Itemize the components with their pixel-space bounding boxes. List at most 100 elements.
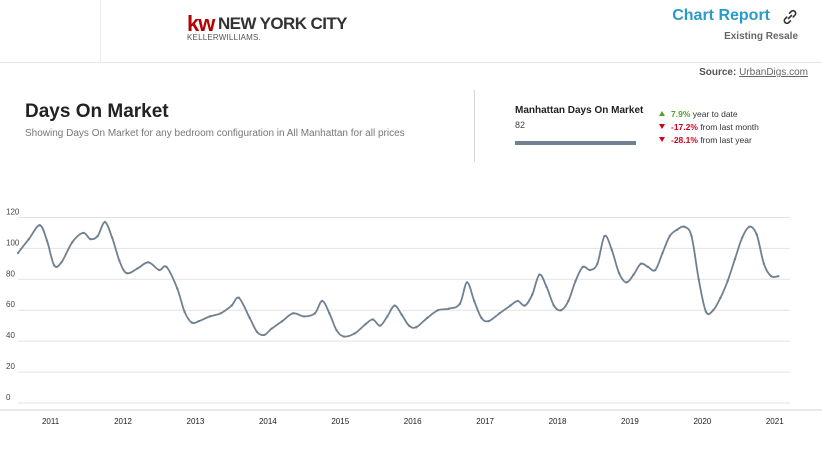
data-point: [668, 234, 671, 238]
source-label: Source:: [699, 67, 737, 78]
data-point: [654, 268, 657, 272]
y-tick-label: 100: [6, 238, 20, 247]
x-tick-label: 2014: [259, 417, 277, 426]
data-point: [255, 330, 259, 334]
data-point: [147, 261, 150, 264]
data-point: [719, 296, 722, 300]
data-point: [733, 258, 737, 261]
data-point: [596, 262, 599, 266]
y-tick-label: 120: [6, 207, 20, 216]
data-point: [683, 225, 686, 228]
data-point: [523, 304, 527, 307]
data-point: [559, 309, 563, 312]
link-icon[interactable]: [782, 9, 798, 25]
data-point: [697, 278, 700, 281]
kw-logo: kw NEW YORK CITY KELLERWILLIAMS.: [187, 11, 347, 45]
data-point: [603, 234, 606, 238]
data-point: [60, 261, 63, 264]
data-point: [465, 281, 469, 284]
stat-bar: [515, 141, 636, 145]
y-tick-label: 20: [6, 362, 15, 371]
change-pct: 7.9%: [671, 109, 691, 119]
data-point: [302, 315, 306, 318]
data-point: [473, 299, 476, 303]
panel-subtitle: Showing Days On Market for any bedroom c…: [25, 128, 405, 139]
data-point: [103, 220, 107, 224]
stat-name: Manhattan Days On Market: [515, 105, 644, 116]
data-point: [208, 315, 212, 318]
data-point: [230, 304, 233, 307]
x-tick-label: 2011: [42, 417, 60, 426]
data-point: [342, 335, 346, 338]
data-point: [675, 228, 679, 232]
x-tick-label: 2012: [114, 417, 132, 426]
data-point: [538, 273, 541, 276]
report-header: kw NEW YORK CITY KELLERWILLIAMS. Chart R…: [0, 0, 822, 63]
report-subtitle: Existing Resale: [724, 31, 798, 42]
data-point: [530, 293, 534, 296]
data-point: [81, 231, 85, 235]
data-point: [219, 312, 222, 315]
panel-divider: [474, 90, 475, 162]
data-point: [646, 265, 650, 269]
data-point: [769, 275, 773, 278]
data-point: [617, 271, 621, 275]
data-point: [165, 265, 168, 269]
header-divider: [100, 0, 101, 62]
source-link[interactable]: UrbanDigs.com: [739, 67, 808, 78]
data-point: [364, 322, 367, 326]
data-point: [335, 329, 338, 332]
data-point: [237, 296, 241, 300]
days-on-market-chart[interactable]: 0 20 40 60 80 100 120 2011 2012 2013 2014 2015 2016 2…: [0, 180, 822, 440]
down-arrow-icon: [659, 137, 665, 143]
change-month: -17.2% from last month: [659, 122, 759, 132]
data-point: [639, 262, 642, 266]
data-point: [353, 332, 356, 335]
data-point: [110, 236, 114, 239]
data-point: [45, 239, 49, 242]
x-tick-label: 2020: [693, 417, 711, 426]
data-point: [27, 237, 31, 241]
data-point: [16, 251, 20, 255]
data-point: [498, 312, 501, 315]
stat-value: 82: [515, 120, 526, 130]
data-point: [610, 248, 614, 252]
data-point: [407, 324, 411, 327]
change-text: from last year: [700, 135, 752, 145]
y-tick-label: 80: [6, 269, 15, 278]
data-point: [89, 237, 92, 241]
report-title: Chart Report: [672, 7, 770, 24]
y-tick-label: 40: [6, 331, 15, 340]
data-point: [281, 319, 284, 323]
change-text: from last month: [700, 122, 759, 132]
data-point: [690, 234, 693, 238]
data-point: [125, 271, 128, 275]
data-point: [552, 304, 556, 307]
change-pct: -28.1%: [671, 135, 698, 145]
y-tick-label: 60: [6, 300, 15, 309]
change-year: -28.1% from last year: [659, 135, 752, 145]
data-point: [712, 309, 715, 312]
data-point: [574, 279, 577, 283]
data-point: [415, 326, 418, 329]
data-point: [197, 319, 201, 323]
logo-city: NEW YORK CITY: [218, 14, 347, 33]
x-tick-label: 2017: [476, 417, 494, 426]
data-point: [400, 313, 404, 317]
change-text: year to date: [692, 109, 738, 119]
down-arrow-icon: [659, 124, 665, 130]
data-point: [762, 262, 766, 266]
data-point: [371, 318, 375, 321]
logo-text: KELLERWILLIAMS.: [187, 33, 261, 42]
data-point: [190, 321, 194, 324]
x-tick-label: 2016: [404, 417, 422, 426]
source-line: Source: UrbanDigs.com: [699, 67, 808, 78]
data-point: [270, 327, 273, 330]
data-point: [632, 273, 635, 276]
data-point: [509, 304, 512, 307]
x-tick-label: 2015: [331, 417, 349, 426]
data-point: [291, 312, 295, 315]
x-tick-label: 2013: [187, 417, 205, 426]
data-point: [748, 225, 751, 228]
data-point: [183, 310, 186, 313]
